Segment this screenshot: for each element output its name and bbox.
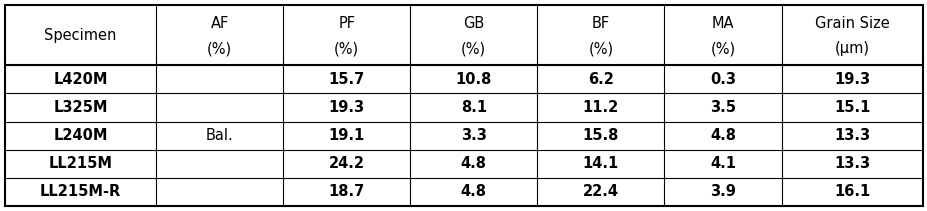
Text: 3.9: 3.9 <box>709 184 735 199</box>
Text: GB: GB <box>463 16 484 31</box>
Text: 4.1: 4.1 <box>709 156 735 171</box>
Text: L325M: L325M <box>53 100 108 115</box>
Text: 19.3: 19.3 <box>833 72 870 87</box>
Text: 24.2: 24.2 <box>328 156 364 171</box>
Text: 19.1: 19.1 <box>328 128 364 143</box>
Text: 4.8: 4.8 <box>709 128 735 143</box>
Text: 15.8: 15.8 <box>582 128 618 143</box>
Text: Specimen: Specimen <box>44 28 117 43</box>
Text: (%): (%) <box>334 41 359 56</box>
Text: Bal.: Bal. <box>206 128 234 143</box>
Text: 3.5: 3.5 <box>709 100 735 115</box>
Text: 13.3: 13.3 <box>833 128 870 143</box>
Text: 3.3: 3.3 <box>461 128 486 143</box>
Text: 11.2: 11.2 <box>582 100 618 115</box>
Text: 0.3: 0.3 <box>709 72 735 87</box>
Text: (%): (%) <box>461 41 486 56</box>
Text: 15.7: 15.7 <box>328 72 364 87</box>
Text: (%): (%) <box>588 41 613 56</box>
Text: AF: AF <box>210 16 229 31</box>
Text: LL215M: LL215M <box>48 156 112 171</box>
Text: 16.1: 16.1 <box>833 184 870 199</box>
Text: (%): (%) <box>207 41 232 56</box>
Text: (%): (%) <box>710 41 735 56</box>
Text: L420M: L420M <box>53 72 108 87</box>
Text: 4.8: 4.8 <box>461 156 487 171</box>
Text: 22.4: 22.4 <box>582 184 618 199</box>
Text: LL215M-R: LL215M-R <box>40 184 121 199</box>
Text: 6.2: 6.2 <box>588 72 613 87</box>
Text: 10.8: 10.8 <box>455 72 491 87</box>
Text: L240M: L240M <box>53 128 108 143</box>
Text: PF: PF <box>337 16 355 31</box>
Text: 19.3: 19.3 <box>328 100 364 115</box>
Text: Grain Size: Grain Size <box>814 16 889 31</box>
Text: 14.1: 14.1 <box>582 156 618 171</box>
Text: 15.1: 15.1 <box>833 100 870 115</box>
Text: MA: MA <box>711 16 733 31</box>
Text: BF: BF <box>591 16 609 31</box>
Text: 13.3: 13.3 <box>833 156 870 171</box>
Text: 18.7: 18.7 <box>328 184 364 199</box>
Text: 4.8: 4.8 <box>461 184 487 199</box>
Text: (μm): (μm) <box>834 41 870 56</box>
Text: 8.1: 8.1 <box>460 100 487 115</box>
